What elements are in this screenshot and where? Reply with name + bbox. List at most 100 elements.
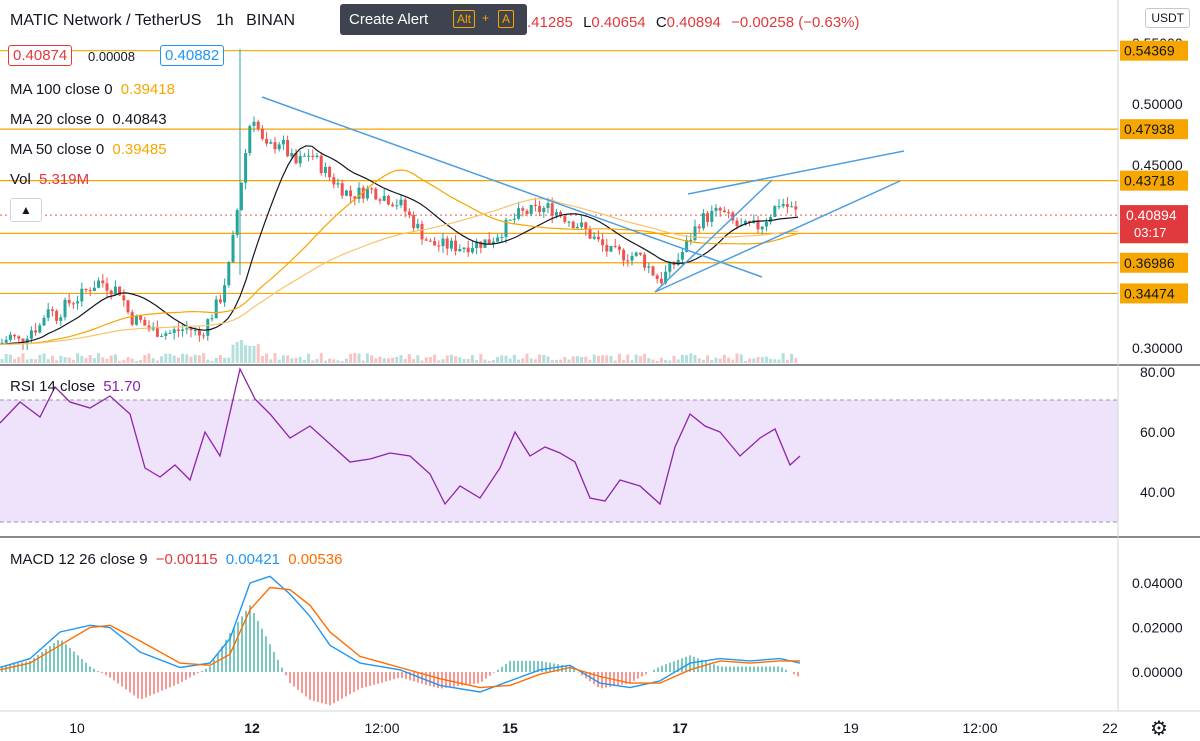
level-price-tag[interactable] [1120, 283, 1188, 304]
candle-body[interactable] [185, 328, 189, 330]
candle-body[interactable] [84, 288, 88, 291]
candle-body[interactable] [487, 239, 491, 244]
candle-body[interactable] [491, 241, 495, 244]
candle-body[interactable] [613, 245, 617, 247]
candle-body[interactable] [197, 330, 201, 336]
candle-body[interactable] [302, 155, 306, 157]
level-price-tag[interactable] [1120, 119, 1188, 140]
candle-body[interactable] [122, 295, 126, 301]
candle-body[interactable] [781, 204, 785, 207]
candle-body[interactable] [693, 226, 697, 241]
candle-body[interactable] [416, 223, 420, 229]
candle-body[interactable] [718, 207, 722, 211]
candle-body[interactable] [374, 188, 378, 200]
candle-body[interactable] [554, 212, 558, 216]
candle-body[interactable] [176, 329, 180, 331]
candle-body[interactable] [248, 126, 252, 154]
candle-body[interactable] [386, 195, 390, 205]
candle-body[interactable] [626, 260, 630, 262]
candle-body[interactable] [550, 203, 554, 216]
candle-body[interactable] [244, 153, 248, 183]
create-alert-tooltip[interactable]: Create Alert Alt + A [340, 4, 527, 35]
candle-body[interactable] [34, 330, 38, 333]
candle-body[interactable] [517, 208, 521, 219]
candle-body[interactable] [651, 266, 655, 276]
candle-body[interactable] [126, 300, 130, 313]
candle-body[interactable] [764, 221, 768, 227]
candle-body[interactable] [286, 139, 290, 157]
candle-body[interactable] [92, 287, 96, 292]
candle-body[interactable] [223, 285, 227, 303]
candle-body[interactable] [67, 299, 71, 304]
candle-body[interactable] [769, 216, 773, 222]
candle-body[interactable] [4, 339, 8, 343]
candle-body[interactable] [97, 280, 101, 288]
candle-body[interactable] [252, 121, 256, 127]
candle-body[interactable] [685, 240, 689, 252]
gear-icon[interactable]: ⚙ [1150, 718, 1168, 740]
trendline[interactable] [654, 179, 773, 293]
candle-body[interactable] [743, 220, 747, 225]
candle-body[interactable] [462, 247, 466, 249]
candle-body[interactable] [76, 301, 80, 304]
candle-body[interactable] [592, 236, 596, 239]
candle-body[interactable] [458, 248, 462, 252]
candle-body[interactable] [475, 241, 479, 249]
candle-body[interactable] [580, 222, 584, 227]
candle-body[interactable] [533, 204, 537, 206]
candle-body[interactable] [277, 144, 281, 150]
candle-body[interactable] [265, 138, 269, 144]
candle-body[interactable] [588, 229, 592, 239]
candle-body[interactable] [21, 338, 25, 343]
candle-body[interactable] [521, 208, 525, 211]
candle-body[interactable] [622, 249, 626, 261]
candle-body[interactable] [445, 238, 449, 249]
candle-body[interactable] [449, 240, 453, 249]
candle-body[interactable] [193, 330, 197, 332]
candle-body[interactable] [164, 333, 168, 336]
candle-body[interactable] [676, 259, 680, 266]
candle-body[interactable] [46, 309, 50, 318]
candle-body[interactable] [172, 329, 176, 333]
currency-button[interactable]: USDT [1145, 8, 1190, 28]
candles[interactable] [0, 49, 798, 363]
candle-body[interactable] [210, 318, 214, 320]
candle-body[interactable] [273, 142, 277, 150]
candle-body[interactable] [155, 326, 159, 337]
candle-body[interactable] [365, 188, 369, 199]
candle-body[interactable] [605, 245, 609, 252]
candle-body[interactable] [391, 204, 395, 207]
candle-body[interactable] [617, 246, 621, 250]
candle-body[interactable] [714, 207, 718, 211]
candle-body[interactable] [206, 319, 210, 336]
collapse-legend-button[interactable]: ▲ [10, 198, 42, 222]
candle-body[interactable] [357, 187, 361, 199]
candle-body[interactable] [680, 251, 684, 260]
candle-body[interactable] [412, 214, 416, 229]
candle-body[interactable] [29, 330, 33, 339]
candle-body[interactable] [311, 155, 315, 157]
candle-body[interactable] [370, 188, 374, 190]
candle-body[interactable] [134, 315, 138, 325]
candle-body[interactable] [382, 195, 386, 201]
candle-body[interactable] [756, 220, 760, 230]
candle-body[interactable] [609, 245, 613, 252]
candle-body[interactable] [630, 255, 634, 261]
trendlines[interactable] [261, 96, 905, 293]
candle-body[interactable] [0, 342, 4, 345]
candle-body[interactable] [428, 240, 432, 242]
candle-body[interactable] [59, 317, 63, 321]
candle-body[interactable] [584, 222, 588, 230]
candle-body[interactable] [38, 325, 42, 333]
candle-body[interactable] [307, 155, 311, 157]
candle-body[interactable] [790, 206, 794, 208]
candle-body[interactable] [500, 236, 504, 238]
candle-body[interactable] [71, 303, 75, 305]
candle-body[interactable] [454, 240, 458, 252]
candle-body[interactable] [349, 190, 353, 197]
candle-body[interactable] [542, 208, 546, 213]
candle-body[interactable] [559, 212, 563, 217]
candle-body[interactable] [794, 206, 798, 210]
candle-body[interactable] [88, 290, 92, 292]
